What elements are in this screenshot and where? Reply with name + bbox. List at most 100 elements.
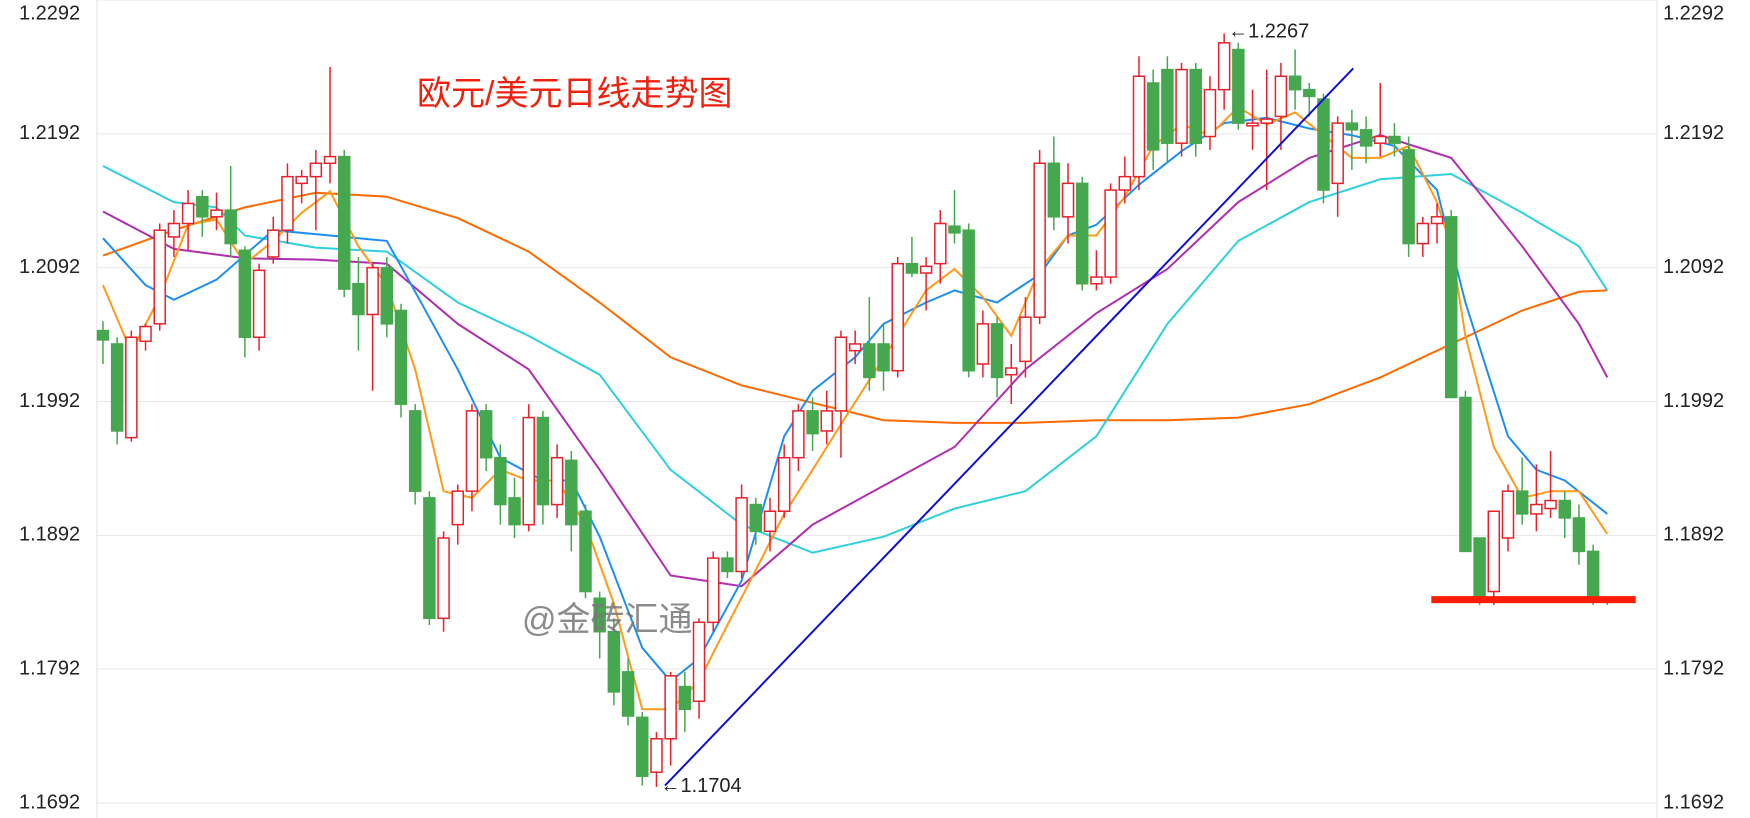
y2-tick-label: 1.2292 bbox=[1663, 2, 1724, 24]
candle-body bbox=[749, 503, 763, 533]
candle-body bbox=[1104, 189, 1117, 278]
candle-body bbox=[1175, 68, 1188, 144]
candle-body bbox=[1487, 510, 1501, 593]
overlays: ←1.2267 ←1.1704 bbox=[660, 21, 1636, 797]
annotation: ←1.2267 bbox=[1228, 21, 1309, 43]
candle-body bbox=[408, 410, 422, 492]
trend-line bbox=[664, 67, 1355, 787]
candle-body bbox=[664, 675, 677, 740]
candle-body bbox=[1359, 129, 1373, 147]
candle-body bbox=[139, 325, 152, 343]
candle-body bbox=[1203, 88, 1217, 138]
candle-body bbox=[579, 510, 592, 593]
candle-body bbox=[224, 209, 237, 245]
candle-body bbox=[735, 497, 748, 573]
candle-body bbox=[1501, 490, 1515, 539]
candle-body bbox=[252, 269, 266, 339]
y2-tick-label: 1.2192 bbox=[1663, 122, 1724, 144]
candle-body bbox=[934, 222, 947, 265]
candle-body bbox=[1189, 68, 1203, 144]
candle-body bbox=[1090, 276, 1103, 285]
candle-body bbox=[948, 225, 961, 234]
candle-body bbox=[607, 630, 621, 693]
candle-body bbox=[352, 282, 365, 316]
candle-body bbox=[678, 685, 692, 711]
candle-body bbox=[621, 671, 635, 717]
candle-body bbox=[593, 597, 606, 633]
candle-body bbox=[905, 262, 919, 274]
candle-body bbox=[281, 175, 294, 231]
candle-body bbox=[565, 459, 578, 526]
candle-body bbox=[820, 410, 834, 432]
candle-body bbox=[522, 416, 535, 526]
candle-body bbox=[238, 249, 252, 339]
candle-body bbox=[636, 716, 649, 777]
annotation: ←1.1704 bbox=[660, 775, 741, 797]
candle-body bbox=[962, 229, 975, 372]
candle-body bbox=[1317, 98, 1330, 191]
candle-body bbox=[1047, 162, 1061, 218]
candle-body bbox=[1019, 316, 1032, 363]
y-tick-label: 1.1892 bbox=[19, 524, 80, 546]
y2-tick-label: 1.1692 bbox=[1663, 791, 1724, 813]
candle-body bbox=[1061, 182, 1075, 218]
y-tick-label: 1.1792 bbox=[19, 657, 80, 679]
candle-body bbox=[1232, 48, 1245, 124]
candle-body bbox=[1246, 122, 1259, 127]
y2-tick-label: 1.2092 bbox=[1663, 256, 1724, 278]
y-tick-label: 1.2292 bbox=[19, 2, 80, 24]
candle-body bbox=[494, 456, 507, 506]
candle-body bbox=[706, 557, 720, 624]
candle-body bbox=[877, 343, 890, 372]
candle-body bbox=[1558, 499, 1572, 519]
candle-body bbox=[721, 557, 734, 573]
candle-body bbox=[919, 265, 933, 274]
candle-body bbox=[1161, 68, 1174, 144]
candle-body bbox=[196, 195, 209, 218]
candle-body bbox=[990, 323, 1004, 379]
candle-body bbox=[210, 209, 223, 218]
candle-body bbox=[1132, 75, 1146, 178]
candle-body bbox=[465, 410, 479, 492]
candle-body bbox=[323, 155, 337, 165]
ma-line bbox=[102, 165, 1609, 554]
candle-body bbox=[295, 175, 308, 185]
watermark: @金砖汇通 bbox=[522, 601, 693, 639]
candle-body bbox=[337, 155, 351, 290]
y2-tick-label: 1.1892 bbox=[1663, 524, 1724, 546]
candle-body bbox=[1274, 75, 1288, 118]
candle-body bbox=[806, 410, 819, 435]
candle-body bbox=[536, 416, 550, 506]
candle-body bbox=[1345, 122, 1359, 131]
ma-line bbox=[102, 134, 1609, 588]
y-tick-label: 1.2192 bbox=[19, 122, 80, 144]
candle-body bbox=[1459, 396, 1472, 553]
candle-body bbox=[1118, 175, 1132, 191]
candle-body bbox=[1444, 216, 1458, 399]
candle-body bbox=[550, 456, 564, 506]
candle-body bbox=[848, 343, 862, 352]
candle-body bbox=[366, 266, 379, 316]
candle-body bbox=[1572, 517, 1586, 553]
candle-body bbox=[976, 323, 990, 365]
candle-body bbox=[125, 336, 138, 439]
candle-body bbox=[1586, 550, 1600, 603]
candle-body bbox=[508, 497, 521, 526]
candle-body bbox=[1416, 222, 1430, 245]
candle-body bbox=[96, 329, 110, 341]
candle-body bbox=[479, 410, 493, 459]
candles bbox=[96, 33, 1614, 787]
candle-body bbox=[891, 262, 904, 372]
candle-body bbox=[1260, 118, 1273, 124]
candle-body bbox=[1146, 82, 1160, 151]
candle-body bbox=[153, 229, 166, 325]
candle-body bbox=[1388, 135, 1401, 144]
y-tick-label: 1.1992 bbox=[19, 390, 80, 412]
candle-body bbox=[1402, 149, 1415, 245]
candle-body bbox=[763, 510, 777, 533]
candle-body bbox=[1033, 162, 1046, 318]
candle-body bbox=[1005, 367, 1018, 376]
candle-body bbox=[863, 343, 876, 379]
